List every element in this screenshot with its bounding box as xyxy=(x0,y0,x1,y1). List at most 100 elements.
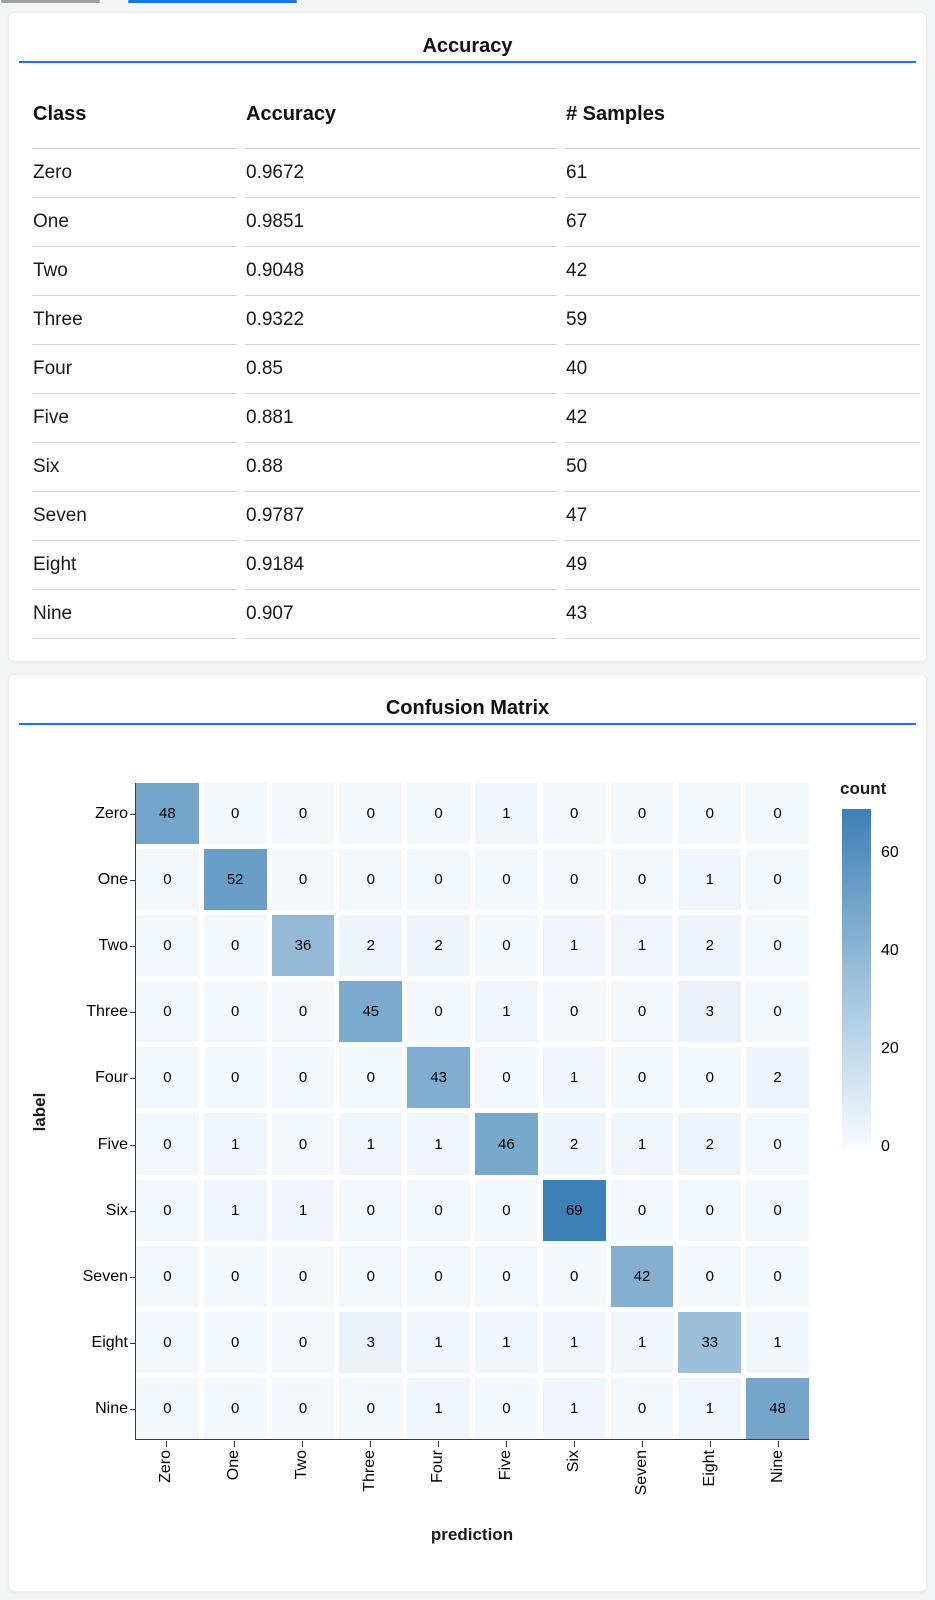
table-cell: 47 xyxy=(565,492,920,541)
legend-tick-label: 60 xyxy=(881,844,899,862)
legend-tick-label: 0 xyxy=(881,1138,890,1155)
matrix-cell: 0 xyxy=(136,1377,199,1439)
matrix-cell: 0 xyxy=(610,849,674,911)
x-tick xyxy=(370,1441,372,1447)
table-cell: Six xyxy=(32,443,237,492)
matrix-cell: 33 xyxy=(678,1311,742,1373)
matrix-cell: 0 xyxy=(203,915,267,977)
matrix-cell: 0 xyxy=(203,1245,267,1307)
x-tick xyxy=(641,1441,643,1447)
table-cell: 0.9851 xyxy=(245,198,557,247)
table-cell: 61 xyxy=(565,149,920,198)
matrix-cell: 42 xyxy=(610,1245,674,1307)
y-axis-title: label xyxy=(30,1092,49,1132)
table-row: Three 0.9322 59 xyxy=(32,296,920,345)
confusion-matrix-chart: 48 0 0 0 0 1 0 0 0 0 0 52 0 0 0 0 0 0 1 0 0 0 36 2 2 0 1 1 2 0 0 0 0 45 0 1… xyxy=(9,725,926,1577)
matrix-cell: 0 xyxy=(542,981,606,1043)
matrix-cell: 0 xyxy=(407,849,470,911)
matrix-cell: 1 xyxy=(542,1377,606,1439)
matrix-cell: 0 xyxy=(746,849,809,911)
matrix-cell: 0 xyxy=(746,981,809,1043)
matrix-cell: 1 xyxy=(678,1377,742,1439)
y-tick xyxy=(130,1012,135,1014)
x-tick-label: Eight xyxy=(700,1450,718,1487)
table-cell: Three xyxy=(32,296,237,345)
table-row: Nine 0.907 43 xyxy=(32,590,920,639)
matrix-cell: 0 xyxy=(271,849,335,911)
matrix-cell: 0 xyxy=(474,1047,538,1109)
matrix-cell: 0 xyxy=(610,783,674,845)
matrix-cell: 0 xyxy=(136,1311,199,1373)
table-cell: 67 xyxy=(565,198,920,247)
y-tick xyxy=(130,1144,135,1146)
matrix-cell: 0 xyxy=(407,1179,470,1241)
matrix-cell: 0 xyxy=(746,915,809,977)
table-row: Eight 0.9184 49 xyxy=(32,541,920,590)
table-row: Zero 0.9672 61 xyxy=(32,149,920,198)
table-cell: Nine xyxy=(32,590,237,639)
matrix-cell: 1 xyxy=(203,1179,267,1241)
matrix-cell: 3 xyxy=(678,981,742,1043)
matrix-cell: 3 xyxy=(339,1311,403,1373)
heatmap-grid: 48 0 0 0 0 1 0 0 0 0 0 52 0 0 0 0 0 0 1 0 0 0 36 2 2 0 1 1 2 0 0 0 0 45 0 1… xyxy=(135,783,809,1440)
matrix-cell: 0 xyxy=(474,915,538,977)
table-cell: Seven xyxy=(32,492,237,541)
matrix-cell: 48 xyxy=(136,783,199,845)
legend-tick-label: 20 xyxy=(881,1040,899,1058)
matrix-cell: 0 xyxy=(678,1047,742,1109)
table-cell: 42 xyxy=(565,247,920,296)
matrix-cell: 0 xyxy=(271,981,335,1043)
y-tick xyxy=(130,813,135,815)
matrix-cell: 1 xyxy=(407,1311,470,1373)
matrix-cell: 0 xyxy=(339,1245,403,1307)
table-cell: 59 xyxy=(565,296,920,345)
y-tick xyxy=(130,1078,135,1080)
matrix-cell: 0 xyxy=(678,783,742,845)
table-cell: 0.9672 xyxy=(245,149,557,198)
matrix-cell: 0 xyxy=(271,1047,335,1109)
y-tick xyxy=(130,1277,135,1278)
x-tick xyxy=(234,1441,236,1447)
tab-indicator-inactive[interactable] xyxy=(1,0,100,3)
matrix-cell: 2 xyxy=(678,1113,742,1175)
matrix-cell: 0 xyxy=(339,1179,403,1241)
matrix-cell: 0 xyxy=(474,1245,538,1307)
matrix-cell: 36 xyxy=(271,915,335,977)
matrix-cell: 0 xyxy=(542,1245,606,1307)
table-cell: Two xyxy=(32,247,237,296)
matrix-cell: 0 xyxy=(339,1047,403,1109)
accuracy-card: Accuracy Class Accuracy # Samples Zero 0.96… xyxy=(8,12,927,662)
tab-indicator-active[interactable] xyxy=(128,0,297,3)
legend-title: count xyxy=(840,779,887,798)
table-row: Six 0.88 50 xyxy=(32,443,920,492)
accuracy-table-header-row: Class Accuracy # Samples xyxy=(32,89,920,149)
table-cell: Four xyxy=(32,345,237,394)
y-tick-label: Four xyxy=(95,1069,128,1087)
matrix-cell: 0 xyxy=(746,1179,809,1241)
matrix-cell: 1 xyxy=(407,1377,470,1439)
matrix-cell: 0 xyxy=(339,849,403,911)
table-cell: 40 xyxy=(565,345,920,394)
matrix-cell: 0 xyxy=(407,981,470,1043)
matrix-cell: 0 xyxy=(136,849,199,911)
table-cell: 0.85 xyxy=(245,345,557,394)
matrix-cell: 1 xyxy=(203,1113,267,1175)
table-cell: 0.9322 xyxy=(245,296,557,345)
matrix-cell: 46 xyxy=(474,1113,538,1175)
matrix-cell: 0 xyxy=(136,1047,199,1109)
x-tick xyxy=(302,1441,304,1447)
matrix-cell: 1 xyxy=(610,1311,674,1373)
column-header: Accuracy xyxy=(245,89,557,149)
matrix-cell: 43 xyxy=(407,1047,470,1109)
table-row: One 0.9851 67 xyxy=(32,198,920,247)
matrix-cell: 1 xyxy=(339,1113,403,1175)
table-cell: 0.9184 xyxy=(245,541,557,590)
x-tick xyxy=(709,1441,711,1447)
y-tick-label: Seven xyxy=(82,1268,128,1285)
matrix-cell: 0 xyxy=(203,1377,267,1439)
table-cell: One xyxy=(32,198,237,247)
matrix-cell: 0 xyxy=(746,1245,809,1307)
matrix-cell: 1 xyxy=(610,915,674,977)
x-tick xyxy=(777,1441,779,1447)
x-tick xyxy=(438,1441,440,1447)
